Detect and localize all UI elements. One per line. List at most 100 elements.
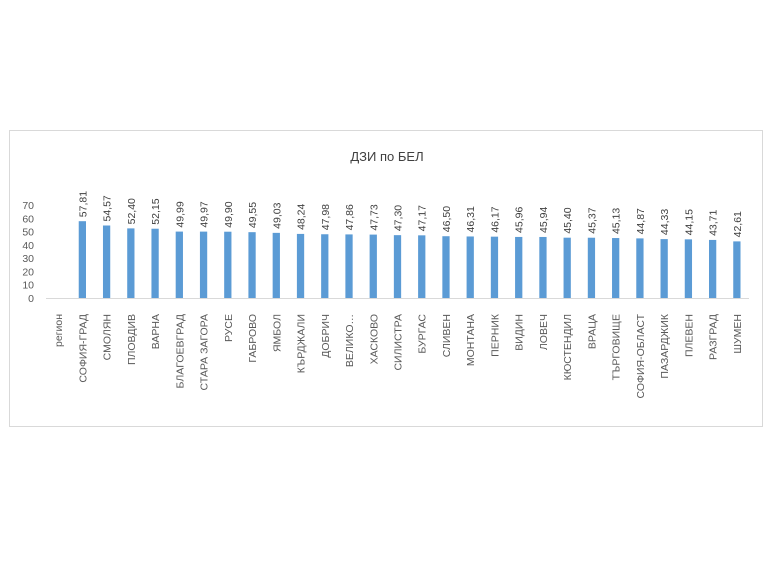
category-label: ХАСКОВО <box>368 314 380 364</box>
chart-title: ДЗИ по БЕЛ <box>350 149 423 164</box>
category-label: регион <box>53 314 65 347</box>
value-label: 43,71 <box>708 209 720 235</box>
value-label: 47,86 <box>344 204 356 230</box>
category-label: ГАБРОВО <box>247 314 259 363</box>
bar <box>709 239 717 298</box>
value-label: 46,50 <box>441 206 453 232</box>
bar <box>587 237 596 298</box>
value-label: 57,81 <box>77 191 89 217</box>
value-label: 47,98 <box>320 204 332 230</box>
category-label: КЪРДЖАЛИ <box>296 314 308 373</box>
bar <box>296 233 305 298</box>
category-label: ПЕРНИК <box>489 313 501 357</box>
bar <box>636 238 644 298</box>
category-label: СЛИВЕН <box>441 314 453 357</box>
value-label: 46,31 <box>465 206 477 232</box>
category-label: БЛАГОЕВГРАД <box>174 314 186 389</box>
category-label: РУСЕ <box>223 314 235 342</box>
value-label: 45,96 <box>514 207 526 233</box>
category-label: ВЕЛИКО… <box>344 314 356 367</box>
bar <box>345 234 353 298</box>
category-label: РАЗГРАД <box>708 314 720 360</box>
bar <box>563 237 571 298</box>
bar <box>515 236 523 298</box>
value-label: 49,90 <box>223 201 235 227</box>
bar <box>369 234 377 298</box>
category-label: ВИДИН <box>514 314 526 351</box>
chart-container: ДЗИ по БЕЛ 0 10 20 30 40 50 60 70 57,81 54,57 52,… <box>9 130 763 427</box>
category-labels: регион СОФИЯ-ГРАД СМОЛЯН ПЛОВДИВ ВАРНА БЛАГОЕ… <box>53 313 744 398</box>
bar <box>393 235 402 298</box>
category-label: СТАРА ЗАГОРА <box>199 314 211 390</box>
value-label: 49,55 <box>247 202 259 228</box>
value-label: 47,30 <box>393 205 405 231</box>
bar <box>102 225 111 298</box>
y-tick-label: 40 <box>22 240 34 252</box>
category-label: ЛОВЕЧ <box>538 314 550 350</box>
y-tick-label: 0 <box>28 293 34 305</box>
y-tick-label: 10 <box>22 280 34 292</box>
y-tick-label: 70 <box>22 200 34 212</box>
bar <box>175 231 183 298</box>
bar <box>321 234 329 298</box>
category-label: КЮСТЕНДИЛ <box>562 314 574 380</box>
bars <box>78 221 741 298</box>
category-label: ПЛОВДИВ <box>126 314 138 365</box>
value-label: 52,40 <box>126 198 138 224</box>
category-label: ТЪРГОВИЩЕ <box>611 314 623 380</box>
category-label: ВРАЦА <box>586 314 598 349</box>
bar <box>539 236 547 298</box>
category-label: ВАРНА <box>150 314 162 349</box>
value-labels: 57,81 54,57 52,40 52,15 49,99 49,97 49,90 49,55… <box>77 191 744 238</box>
category-label: СОФИЯ-ГРАД <box>77 314 89 383</box>
value-label: 52,15 <box>150 198 162 224</box>
bar <box>490 236 499 298</box>
bar <box>612 238 620 298</box>
y-tick-label: 20 <box>22 266 34 278</box>
category-label: СИЛИСТРА <box>393 314 405 371</box>
value-label: 48,24 <box>296 203 308 229</box>
bar <box>418 235 426 298</box>
value-label: 44,87 <box>635 208 647 234</box>
value-label: 49,99 <box>174 201 186 227</box>
value-label: 46,17 <box>489 206 501 232</box>
value-label: 44,15 <box>683 209 695 235</box>
category-label: СМОЛЯН <box>102 314 114 360</box>
category-label: СОФИЯ-ОБЛАСТ <box>635 313 647 398</box>
category-label: МОНТАНА <box>465 314 477 366</box>
category-label: ДОБРИЧ <box>320 314 332 358</box>
bar <box>442 236 450 298</box>
category-label: БУРГАС <box>417 314 429 354</box>
value-label: 49,97 <box>199 201 211 227</box>
bar <box>248 232 256 298</box>
y-tick-label: 60 <box>22 213 34 225</box>
value-label: 42,61 <box>732 211 744 237</box>
bar <box>127 228 135 298</box>
bar <box>224 231 232 298</box>
y-tick-label: 50 <box>22 227 34 239</box>
bar <box>78 221 86 298</box>
value-label: 45,13 <box>611 208 623 234</box>
value-label: 45,37 <box>586 207 598 233</box>
bar <box>684 239 693 298</box>
category-label: ПЛЕВЕН <box>683 314 695 357</box>
value-label: 45,40 <box>562 207 574 233</box>
value-label: 45,94 <box>538 207 550 233</box>
bar <box>466 236 474 298</box>
y-tick-label: 30 <box>22 253 34 265</box>
bar <box>660 239 668 298</box>
category-label: ПАЗАРДЖИК <box>659 313 671 378</box>
bar <box>199 231 208 298</box>
value-label: 44,33 <box>659 209 671 235</box>
category-label: ШУМЕН <box>732 314 744 354</box>
value-label: 47,17 <box>417 205 429 231</box>
bar <box>272 232 280 298</box>
value-label: 54,57 <box>102 195 114 221</box>
category-label: ЯМБОЛ <box>271 314 283 352</box>
value-label: 49,03 <box>271 202 283 228</box>
bar <box>733 241 741 298</box>
bar <box>151 228 159 298</box>
value-label: 47,73 <box>368 204 380 230</box>
